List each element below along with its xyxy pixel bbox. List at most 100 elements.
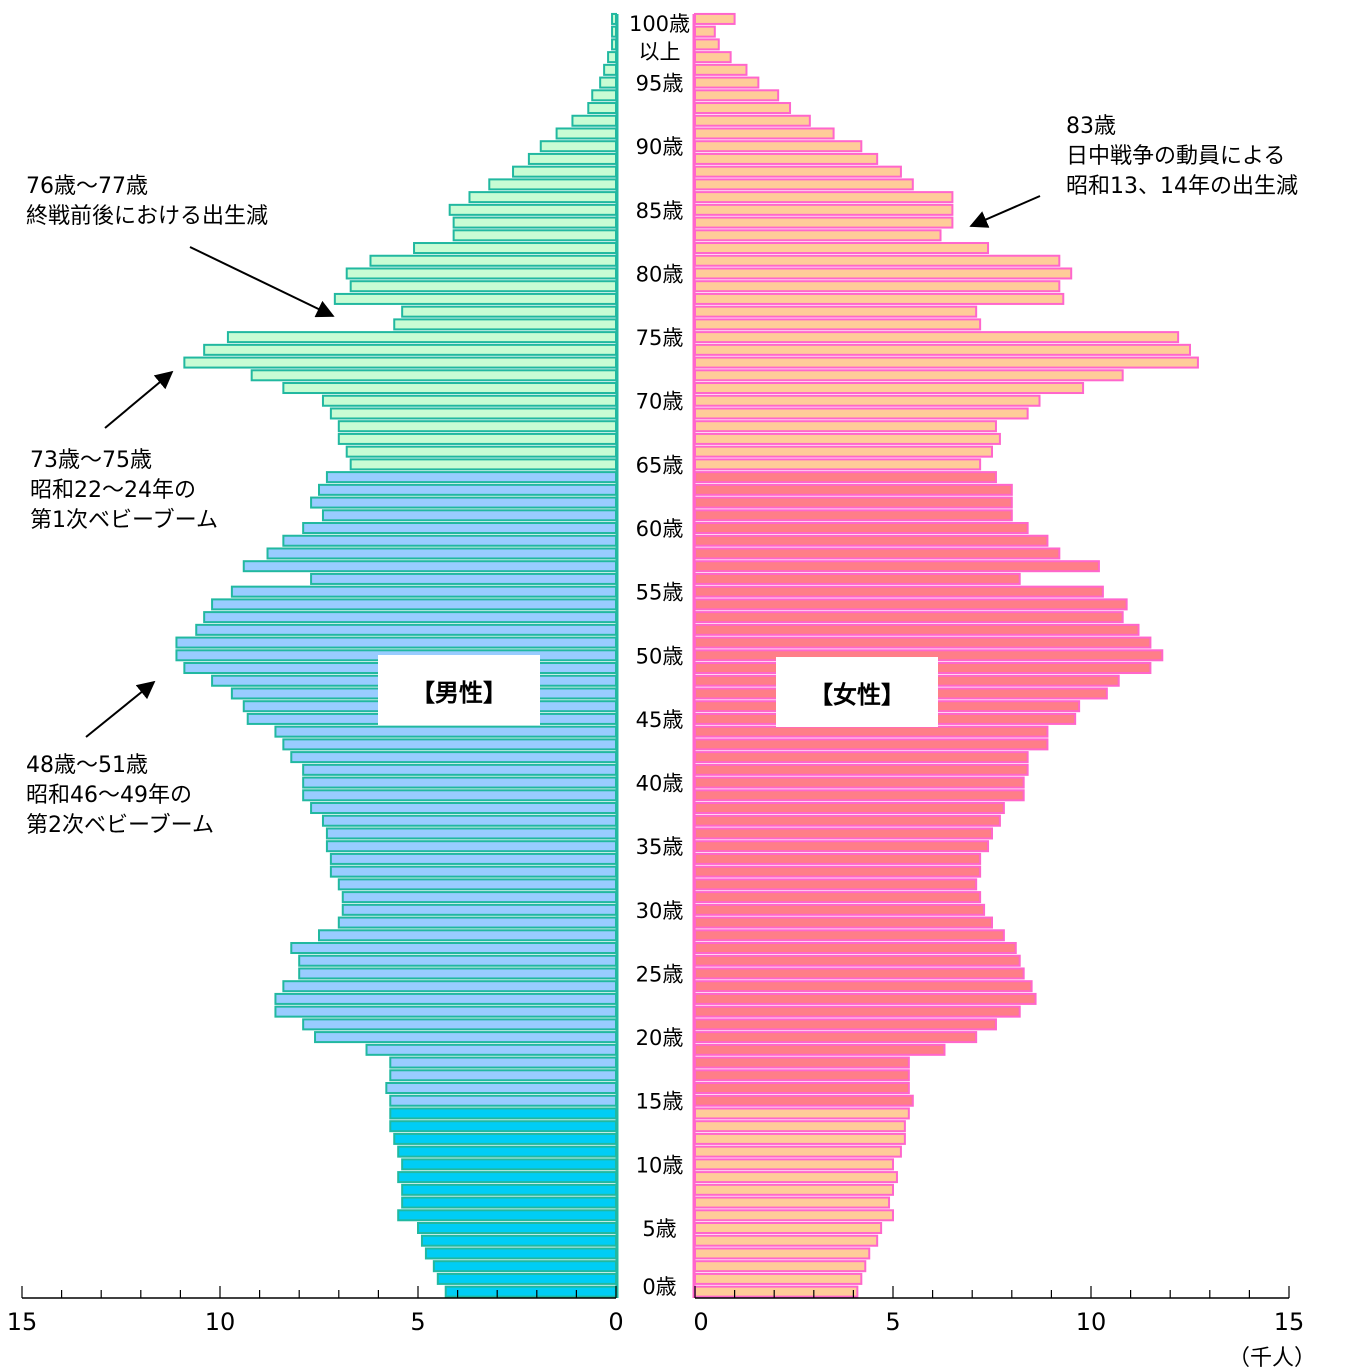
female-bar — [694, 140, 863, 153]
female-bar — [694, 420, 997, 433]
female-bar — [694, 496, 1013, 509]
female-bar — [694, 394, 1041, 407]
male-bar — [337, 878, 617, 891]
female-bar — [694, 1272, 863, 1285]
age-label: 60歳 — [636, 517, 684, 541]
female-x-tick-label: 15 — [1274, 1308, 1305, 1336]
male-bar — [397, 1171, 618, 1184]
female-bar — [694, 458, 982, 471]
female-bar — [694, 203, 954, 216]
male-x-tick-label: 15 — [7, 1308, 38, 1336]
female-bar — [694, 1183, 894, 1196]
male-bar — [393, 318, 617, 331]
male-bar — [290, 751, 617, 764]
male-bar — [290, 942, 617, 955]
female-bar — [694, 1120, 906, 1133]
male-bar — [397, 1209, 618, 1222]
female-bar — [694, 432, 1001, 445]
male-bar — [321, 394, 617, 407]
female-bar — [694, 572, 1021, 585]
male-bar — [195, 623, 618, 636]
female-bar — [694, 1094, 914, 1107]
male-bar — [349, 280, 617, 293]
male-bar — [329, 865, 617, 878]
annotation-73-75: 73歳～75歳 昭和22～24年の 第1次ベビーブーム — [30, 446, 218, 536]
age-label: 100歳 — [629, 12, 690, 36]
female-bar — [694, 852, 982, 865]
male-bar — [488, 178, 617, 191]
male-bar — [230, 585, 617, 598]
annotation-line: 第2次ベビーブーム — [26, 813, 215, 838]
annotation-line: 48歳～51歳 — [26, 753, 148, 778]
female-bar — [694, 980, 1033, 993]
male-bar — [417, 1222, 617, 1235]
female-x-tick-label: 5 — [885, 1308, 900, 1336]
female-bar — [694, 127, 835, 140]
female-bar — [694, 636, 1152, 649]
annotation-line: 昭和46～49年の — [26, 783, 192, 808]
annotation-83: 83歳 日中戦争の動員による 昭和13、14年の出生減 — [1066, 112, 1298, 202]
annotation-line: 昭和13、14年の出生減 — [1066, 174, 1298, 199]
male-bar — [448, 203, 617, 216]
female-bar — [694, 343, 1191, 356]
male-bar — [389, 1107, 617, 1120]
female-bar — [694, 1031, 978, 1044]
female-bar — [694, 776, 1025, 789]
age-label: 35歳 — [636, 835, 684, 859]
female-bar — [694, 102, 792, 115]
male-bar — [298, 954, 617, 967]
male-bar — [397, 1145, 618, 1158]
female-bar — [694, 1260, 867, 1273]
annotation-line: 日中戦争の動員による — [1066, 144, 1286, 169]
male-bar — [599, 76, 617, 89]
male-bar — [341, 903, 617, 916]
male-bar — [318, 929, 617, 942]
female-bar — [694, 12, 736, 25]
male-bar — [282, 382, 617, 395]
age-label: 25歳 — [636, 962, 684, 986]
age-label: 30歳 — [636, 899, 684, 923]
annotation-arrow — [104, 370, 174, 429]
male-bar — [369, 254, 618, 267]
male-bar — [571, 114, 618, 127]
female-x-tick-label: 10 — [1076, 1308, 1107, 1336]
female-bar — [694, 1234, 879, 1247]
female-bar — [694, 63, 748, 76]
female-bar — [694, 916, 993, 929]
female-bar — [694, 585, 1104, 598]
age-label: 75歳 — [636, 326, 684, 350]
female-bar — [694, 598, 1128, 611]
male-bar — [591, 89, 617, 102]
female-bar — [694, 534, 1049, 547]
female-bar — [694, 152, 879, 165]
age-label: 40歳 — [636, 772, 684, 796]
age-label: 10歳 — [636, 1153, 684, 1177]
annotation-line: 終戦前後における出生減 — [26, 204, 269, 229]
age-label: 20歳 — [636, 1026, 684, 1050]
female-bar — [694, 1043, 946, 1056]
male-bar — [325, 471, 617, 484]
female-bar — [694, 954, 1021, 967]
female-bar — [694, 751, 1029, 764]
annotation-line: 76歳～77歳 — [26, 174, 148, 199]
age-label: 15歳 — [636, 1090, 684, 1114]
male-bar — [389, 1094, 617, 1107]
female-bar — [694, 1247, 871, 1260]
female-bar — [694, 165, 902, 178]
age-label: 95歳 — [636, 72, 684, 96]
male-bar — [302, 776, 617, 789]
male-label: 【男性】 — [378, 655, 540, 725]
female-bar — [694, 38, 720, 51]
male-bar — [333, 292, 617, 305]
male-bar — [226, 331, 617, 344]
male-bar — [211, 598, 618, 611]
female-bar — [694, 483, 1013, 496]
annotation-line: 73歳～75歳 — [30, 448, 152, 473]
female-bar — [694, 114, 811, 127]
male-bar — [401, 305, 617, 318]
female-bar — [694, 878, 978, 891]
male-bar — [175, 636, 617, 649]
female-bar — [694, 178, 914, 191]
male-bar — [310, 496, 617, 509]
male-bar — [452, 229, 618, 242]
